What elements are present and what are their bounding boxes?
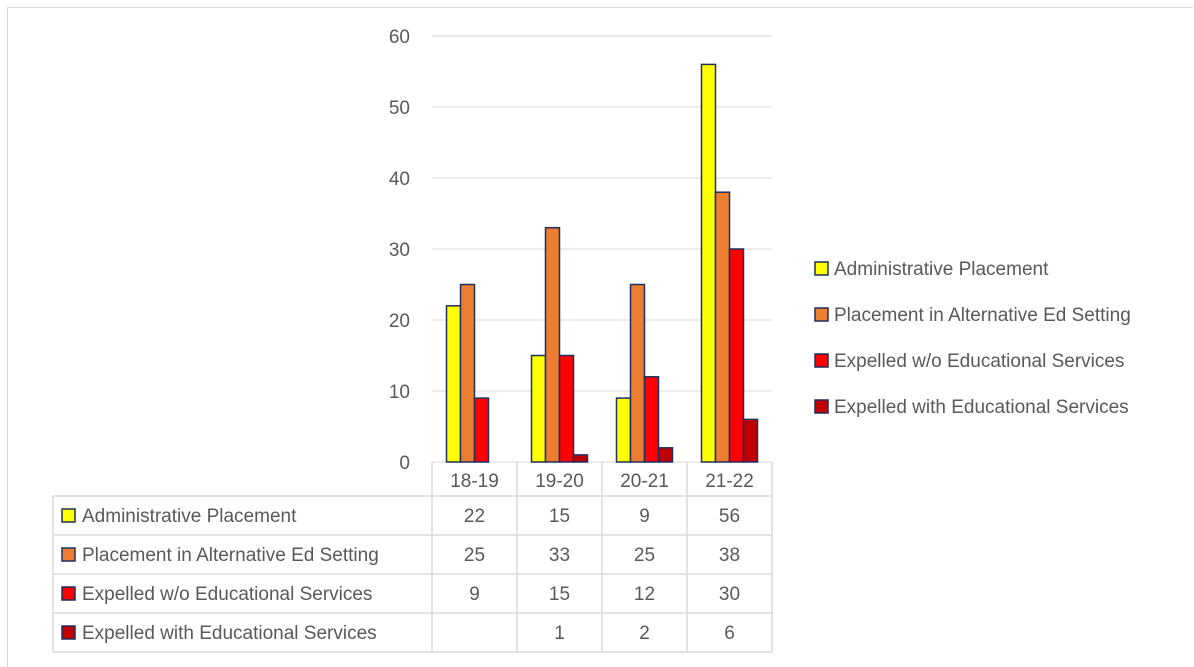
bar-administrative-placement-19-20 bbox=[530, 354, 547, 463]
chart-frame bbox=[7, 7, 1193, 667]
table-value-placement-in-alternative-ed-setting-19-20: 33 bbox=[549, 545, 570, 566]
bar-placement-in-alternative-ed-setting-20-21 bbox=[629, 283, 646, 463]
bar-administrative-placement-20-21 bbox=[615, 397, 632, 463]
table-value-placement-in-alternative-ed-setting-20-21: 25 bbox=[634, 545, 655, 566]
y-axis-ticks: 0 10 20 30 40 50 60 bbox=[389, 27, 410, 474]
y-tick-label-40: 40 bbox=[389, 169, 410, 190]
table-value-expelled-with-educational-services-19-20: 1 bbox=[554, 623, 565, 644]
legend-label-expelled-w-o-educational-services: Expelled w/o Educational Services bbox=[834, 351, 1124, 372]
table-row-label-expelled-w-o-educational-services: Expelled w/o Educational Services bbox=[82, 584, 372, 605]
y-tick-label-60: 60 bbox=[389, 27, 410, 48]
table-value-expelled-w-o-educational-services-21-22: 30 bbox=[719, 584, 740, 605]
y-tick-label-50: 50 bbox=[389, 98, 410, 119]
table-value-administrative-placement-18-19: 22 bbox=[464, 506, 485, 527]
legend-label-placement-in-alternative-ed-setting: Placement in Alternative Ed Setting bbox=[834, 305, 1131, 326]
x-tick-label-21-22: 21-22 bbox=[705, 471, 754, 492]
table-legend-key-placement-in-alternative-ed-setting bbox=[61, 547, 76, 562]
bar-expelled-with-educational-services-19-20 bbox=[572, 454, 589, 463]
table-row-label-expelled-with-educational-services: Expelled with Educational Services bbox=[82, 623, 377, 644]
legend-key-expelled-w-o-educational-services bbox=[814, 353, 829, 368]
table-value-placement-in-alternative-ed-setting-18-19: 25 bbox=[464, 545, 485, 566]
table-value-expelled-w-o-educational-services-20-21: 12 bbox=[634, 584, 655, 605]
table-legend-key-expelled-with-educational-services bbox=[61, 625, 76, 640]
bar-expelled-w-o-educational-services-21-22 bbox=[728, 248, 745, 463]
x-tick-label-20-21: 20-21 bbox=[620, 471, 669, 492]
legend-key-administrative-placement bbox=[814, 261, 829, 276]
bar-expelled-with-educational-services-21-22 bbox=[742, 418, 759, 463]
x-tick-label-18-19: 18-19 bbox=[450, 471, 499, 492]
y-tick-label-0: 0 bbox=[399, 453, 410, 474]
table-row-label-administrative-placement: Administrative Placement bbox=[82, 506, 297, 527]
legend-label-expelled-with-educational-services: Expelled with Educational Services bbox=[834, 397, 1129, 418]
table-value-expelled-with-educational-services-20-21: 2 bbox=[639, 623, 650, 644]
table-value-placement-in-alternative-ed-setting-21-22: 38 bbox=[719, 545, 740, 566]
data-table: 18-19 19-20 20-21 21-22 Administrative Place… bbox=[52, 462, 773, 653]
y-tick-label-10: 10 bbox=[389, 382, 410, 403]
bar-administrative-placement-18-19 bbox=[445, 305, 462, 463]
legend: Administrative Placement Placement in Alt… bbox=[814, 259, 1131, 418]
table-value-administrative-placement-21-22: 56 bbox=[719, 506, 740, 527]
bars bbox=[445, 63, 759, 463]
bar-placement-in-alternative-ed-setting-21-22 bbox=[714, 191, 731, 463]
bar-placement-in-alternative-ed-setting-18-19 bbox=[459, 283, 476, 463]
legend-key-placement-in-alternative-ed-setting bbox=[814, 307, 829, 322]
table-value-expelled-w-o-educational-services-18-19: 9 bbox=[469, 584, 480, 605]
x-tick-label-19-20: 19-20 bbox=[535, 471, 584, 492]
bar-expelled-w-o-educational-services-20-21 bbox=[643, 376, 660, 463]
table-legend-key-administrative-placement bbox=[61, 508, 76, 523]
bar-administrative-placement-21-22 bbox=[700, 63, 717, 463]
bar-placement-in-alternative-ed-setting-19-20 bbox=[544, 226, 561, 463]
table-legend-key-expelled-w-o-educational-services bbox=[61, 586, 76, 601]
bar-expelled-w-o-educational-services-18-19 bbox=[473, 397, 490, 463]
legend-label-administrative-placement: Administrative Placement bbox=[834, 259, 1049, 280]
table-value-expelled-with-educational-services-21-22: 6 bbox=[724, 623, 735, 644]
y-tick-label-20: 20 bbox=[389, 311, 410, 332]
table-value-administrative-placement-20-21: 9 bbox=[639, 506, 650, 527]
table-row-label-placement-in-alternative-ed-setting: Placement in Alternative Ed Setting bbox=[82, 545, 379, 566]
legend-key-expelled-with-educational-services bbox=[814, 399, 829, 414]
y-tick-label-30: 30 bbox=[389, 240, 410, 261]
bar-expelled-w-o-educational-services-19-20 bbox=[558, 354, 575, 463]
table-value-expelled-w-o-educational-services-19-20: 15 bbox=[549, 584, 570, 605]
bar-expelled-with-educational-services-20-21 bbox=[657, 447, 674, 463]
table-value-administrative-placement-19-20: 15 bbox=[549, 506, 570, 527]
